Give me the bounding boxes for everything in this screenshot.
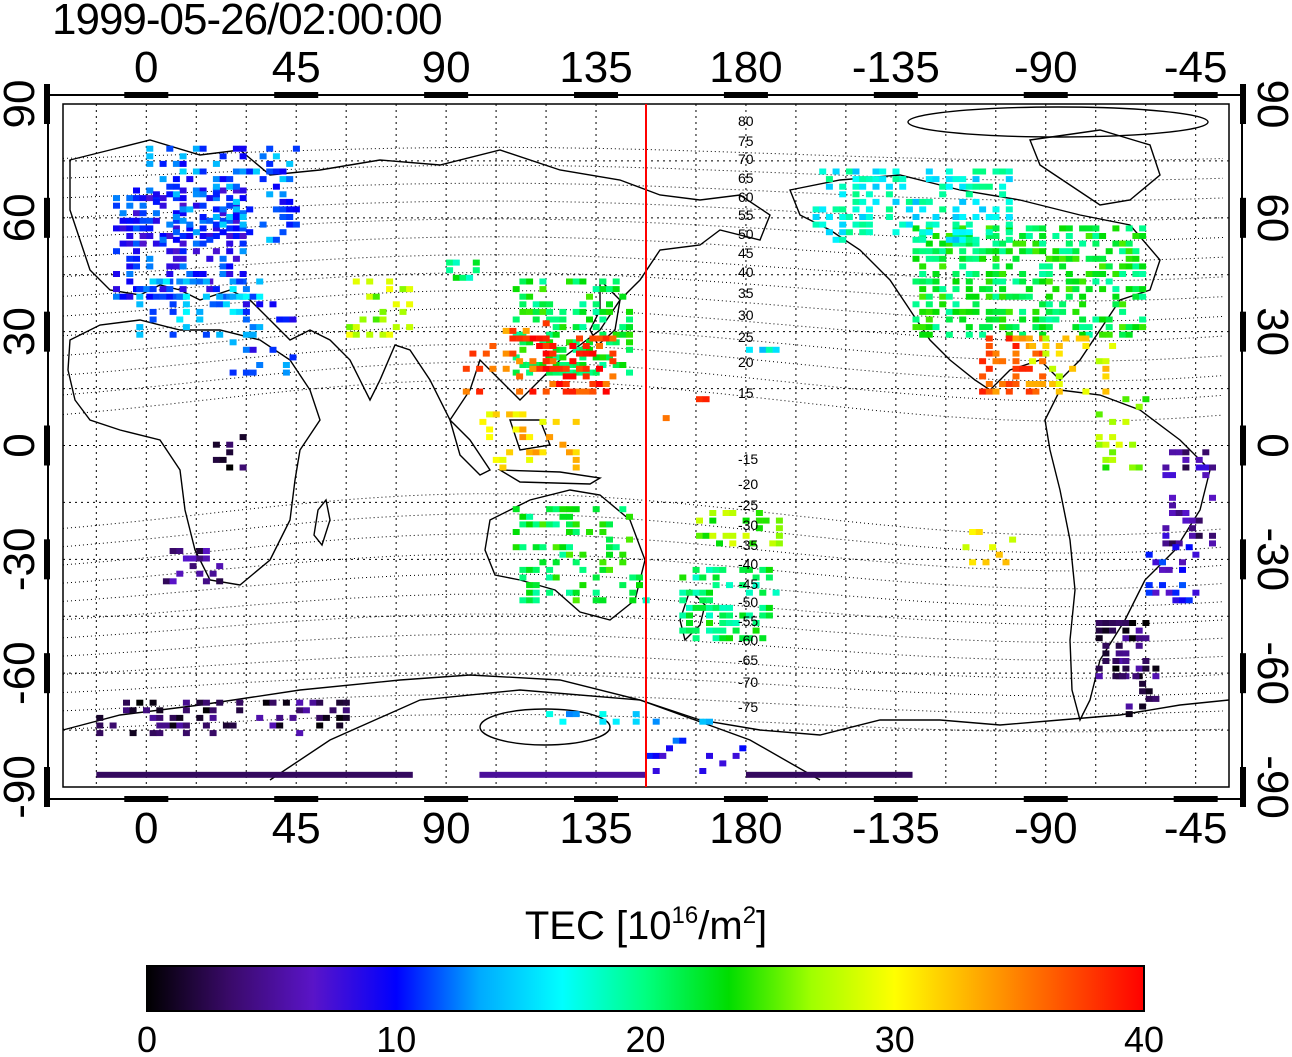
contour-label: 40 <box>738 264 754 280</box>
lon-tick-top: -135 <box>852 43 940 92</box>
lon-tick-bottom: 0 <box>134 804 158 853</box>
colorbar-tick: 10 <box>376 1019 416 1057</box>
map-title: 1999-05-26/02:00:00 <box>52 0 443 44</box>
lon-tick-bottom: 135 <box>559 804 632 853</box>
colorbar-title-exp2: 2 <box>742 902 757 929</box>
contour-labels: 80 75 70 65 60 55 50 45 40 35 30 25 20 15 -15 -20 -25 -30… <box>738 113 758 715</box>
colorbar-title-pre: TEC [10 <box>524 904 672 948</box>
contour-label: 15 <box>738 385 754 401</box>
contour-label: 50 <box>738 226 754 242</box>
contour-label: -75 <box>738 699 758 715</box>
contour-label: 65 <box>738 170 754 186</box>
magnetic-latitude-contours <box>62 146 1224 733</box>
lon-tick-top: 135 <box>559 43 632 92</box>
contour-label: -15 <box>738 451 758 467</box>
longitude-ticks-top: 0 45 90 135 180 -135 -90 -45 <box>124 43 1227 98</box>
lat-tick-right: 0 <box>1248 433 1292 457</box>
lon-tick-top: -90 <box>1014 43 1078 92</box>
lon-tick-bottom: 180 <box>709 804 782 853</box>
lon-tick-top: 90 <box>422 43 471 92</box>
lat-tick-right: -30 <box>1248 528 1292 592</box>
contour-label: 20 <box>738 354 754 370</box>
lat-tick-right: 30 <box>1248 307 1292 356</box>
lat-tick-left: -90 <box>0 755 44 819</box>
lat-tick-right: 90 <box>1248 80 1292 129</box>
contour-label: 45 <box>738 245 754 261</box>
colorbar-title-post: ] <box>756 904 768 948</box>
lon-tick-top: -45 <box>1164 43 1228 92</box>
lat-tick-right: 60 <box>1248 193 1292 242</box>
contour-label: 35 <box>738 285 754 301</box>
contour-label: 80 <box>738 113 754 129</box>
longitude-ticks-bottom: 0 45 90 135 180 -135 -90 -45 <box>124 796 1227 853</box>
colorbar-title-mid: /m <box>698 904 743 948</box>
lon-tick-bottom: -45 <box>1164 804 1228 853</box>
lat-tick-right: -60 <box>1248 641 1292 705</box>
contour-label: 25 <box>738 329 754 345</box>
lat-tick-left: 30 <box>0 307 44 356</box>
colorbar <box>146 965 1145 1012</box>
contour-label: -20 <box>738 476 758 492</box>
contour-label: -50 <box>738 594 758 610</box>
colorbar-ticks: 0 10 20 30 40 <box>137 1019 1164 1057</box>
contour-label: 60 <box>738 189 754 205</box>
contour-label: -25 <box>738 497 758 513</box>
contour-label: -30 <box>738 517 758 533</box>
tec-data-points <box>96 145 1216 778</box>
contour-label: 55 <box>738 207 754 223</box>
lon-tick-bottom: -90 <box>1014 804 1078 853</box>
lat-tick-left: -60 <box>0 641 44 705</box>
contour-label: -60 <box>738 632 758 648</box>
lon-tick-bottom: 45 <box>272 804 321 853</box>
colorbar-title-exp1: 16 <box>671 902 699 929</box>
lat-tick-left: 0 <box>0 433 44 457</box>
contour-label: -45 <box>738 576 758 592</box>
lat-tick-left: -30 <box>0 528 44 592</box>
lat-tick-left: 60 <box>0 193 44 242</box>
colorbar-tick: 40 <box>1124 1019 1164 1057</box>
contour-label: -70 <box>738 674 758 690</box>
contour-label: 70 <box>738 151 754 167</box>
lon-tick-top: 180 <box>709 43 782 92</box>
contour-label: 75 <box>738 133 754 149</box>
contour-label: 30 <box>738 307 754 323</box>
contour-label: -55 <box>738 613 758 629</box>
lon-tick-bottom: 90 <box>422 804 471 853</box>
coastlines <box>62 106 1230 781</box>
lon-tick-top: 45 <box>272 43 321 92</box>
contour-label: -65 <box>738 652 758 668</box>
colorbar-title: TEC [1016/m2] <box>0 902 1292 950</box>
latitude-ticks-right: 90 60 30 0 -30 -60 -90 <box>1240 80 1292 819</box>
lat-tick-left: 90 <box>0 80 44 129</box>
colorbar-tick: 0 <box>137 1019 157 1057</box>
colorbar-tick: 20 <box>625 1019 665 1057</box>
lon-tick-top: 0 <box>134 43 158 92</box>
latitude-ticks-left: 90 60 30 0 -30 -60 -90 <box>0 80 50 819</box>
contour-label: -40 <box>738 556 758 572</box>
lat-tick-right: -90 <box>1248 755 1292 819</box>
lon-tick-bottom: -135 <box>852 804 940 853</box>
contour-label: -35 <box>738 537 758 553</box>
colorbar-tick: 30 <box>875 1019 915 1057</box>
